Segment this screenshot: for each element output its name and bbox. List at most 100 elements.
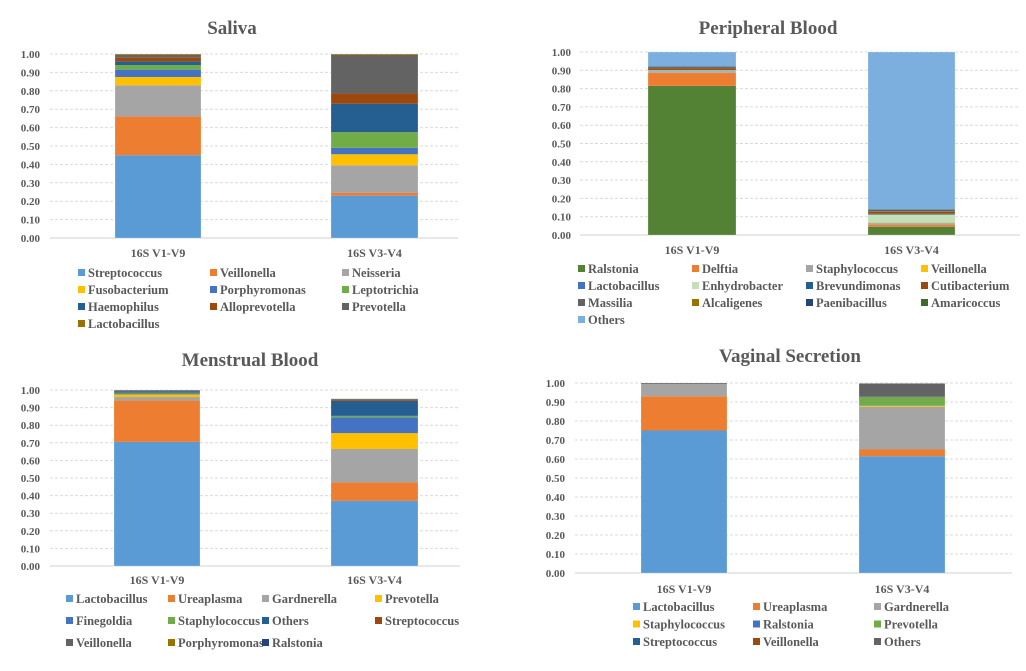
bar-segment-alcaligenes: [868, 211, 955, 212]
bar-segment-leptotrichia: [115, 65, 201, 70]
bar-segment-prevotella: [114, 394, 200, 397]
bar-segment-lactobacillus: [114, 442, 200, 566]
legend-swatch: [66, 617, 73, 624]
legend-item: Streptococcus: [375, 614, 459, 628]
legend-item: Neisseria: [342, 266, 401, 280]
legend-swatch: [210, 286, 217, 293]
bar-segment-staphylococcus: [648, 72, 736, 73]
legend-item: Gardnerella: [874, 600, 950, 614]
y-tick-label: 0.60: [552, 120, 572, 132]
y-tick-label: 1.00: [21, 385, 41, 397]
bar-segment-streptococcus: [331, 400, 418, 401]
legend-label: Lactobacillus: [588, 279, 660, 293]
y-tick-label: 0.90: [21, 67, 41, 79]
legend-label: Lactobacillus: [88, 317, 160, 331]
legend-label: Streptococcus: [88, 266, 162, 280]
y-tick-label: 1.00: [21, 49, 41, 61]
legend-item: Finegoldia: [66, 614, 133, 628]
legend-label: Fusobacterium: [88, 283, 169, 297]
legend-label: Lactobacillus: [76, 592, 148, 606]
y-tick-label: 0.80: [552, 84, 572, 96]
legend-swatch: [753, 638, 760, 645]
y-tick-label: 0.20: [21, 196, 41, 208]
bar-segment-leptotrichia: [331, 132, 418, 148]
legend-swatch: [66, 595, 73, 602]
bar-segment-paenibacillus: [868, 210, 955, 211]
chart-peripheral-blood: Peripheral Blood0.000.100.200.300.400.50…: [552, 18, 1020, 327]
legend-swatch: [874, 603, 881, 610]
legend-label: Amaricoccus: [931, 296, 1001, 310]
legend-item: Haemophilus: [78, 300, 159, 314]
bar-segment-alloprevotella: [331, 94, 418, 104]
legend-swatch: [342, 303, 349, 310]
y-tick-label: 0.00: [21, 561, 41, 573]
y-tick-label: 0.60: [546, 454, 566, 466]
legend-item: Staphylococcus: [806, 262, 898, 276]
legend-label: Brevundimonas: [816, 279, 901, 293]
legend-swatch: [342, 286, 349, 293]
legend-swatch: [78, 269, 85, 276]
legend-label: Gardnerella: [272, 592, 338, 606]
bar-segment-lactobacillus: [859, 456, 945, 573]
legend-item: Delftia: [692, 262, 739, 276]
y-tick-label: 0.50: [552, 139, 572, 151]
legend-item: Alloprevotella: [210, 300, 296, 314]
bar-segment-massilia: [868, 211, 955, 212]
bar-segment-veillonella: [115, 117, 201, 156]
y-tick-label: 0.80: [21, 420, 41, 432]
legend-label: Enhydrobacter: [702, 279, 783, 293]
legend-label: Ureaplasma: [763, 600, 828, 614]
legend-item: Veillonella: [921, 262, 988, 276]
legend-swatch: [168, 617, 175, 624]
y-tick-label: 0.30: [21, 178, 41, 190]
bar-segment-lactobacillus: [331, 501, 418, 566]
bar-segment-neisseria: [115, 85, 201, 116]
legend-swatch: [210, 269, 217, 276]
legend-label: Paenibacillus: [816, 296, 887, 310]
legend-item: Massilia: [578, 296, 633, 310]
legend-label: Lactobacillus: [643, 600, 715, 614]
legend-label: Ralstonia: [588, 262, 639, 276]
legend-label: Veillonella: [763, 635, 820, 649]
legend-label: Alloprevotella: [220, 300, 296, 314]
legend-item: Streptococcus: [633, 635, 717, 649]
legend-item: Leptotrichia: [342, 283, 419, 297]
y-tick-label: 0.60: [21, 123, 41, 135]
legend-label: Veillonella: [220, 266, 277, 280]
legend-swatch: [753, 603, 760, 610]
legend-label: Staphylococcus: [816, 262, 898, 276]
y-tick-label: 0.00: [546, 568, 566, 580]
y-tick-label: 0.20: [21, 526, 41, 538]
bar-segment-staphylococcus: [859, 406, 945, 407]
bar-segment-fusobacterium: [115, 77, 201, 85]
legend-item: Fusobacterium: [78, 283, 169, 297]
legend-item: Lactobacillus: [66, 592, 148, 606]
legend-item: Lactobacillus: [78, 317, 160, 331]
y-tick-label: 0.90: [21, 403, 41, 415]
legend-label: Ralstonia: [763, 618, 814, 632]
legend-item: Alcaligenes: [692, 296, 763, 310]
legend-swatch: [806, 282, 813, 289]
legend-swatch: [578, 316, 585, 323]
legend-item: Cutibacterium: [921, 279, 1010, 293]
bar-segment-finegoldia: [114, 394, 200, 395]
x-category-label: 16S V1-V9: [657, 582, 712, 596]
legend-label: Haemophilus: [88, 300, 159, 314]
legend-swatch: [342, 269, 349, 276]
bar-segment-veillonella: [331, 400, 418, 401]
bar-segment-delftia: [868, 225, 955, 227]
y-tick-label: 0.20: [546, 530, 566, 542]
y-tick-label: 0.40: [552, 157, 572, 169]
bar-segment-ureaplasma: [859, 450, 945, 457]
bar-segment-prevotella: [331, 433, 418, 449]
y-tick-label: 0.80: [21, 86, 41, 98]
legend-swatch: [78, 303, 85, 310]
legend-label: Staphylococcus: [643, 618, 725, 632]
legend-swatch: [921, 265, 928, 272]
legend-swatch: [78, 320, 85, 327]
bar-segment-neisseria: [331, 165, 418, 193]
y-tick-label: 0.50: [21, 473, 41, 485]
legend-swatch: [806, 265, 813, 272]
y-tick-label: 0.10: [546, 549, 566, 561]
